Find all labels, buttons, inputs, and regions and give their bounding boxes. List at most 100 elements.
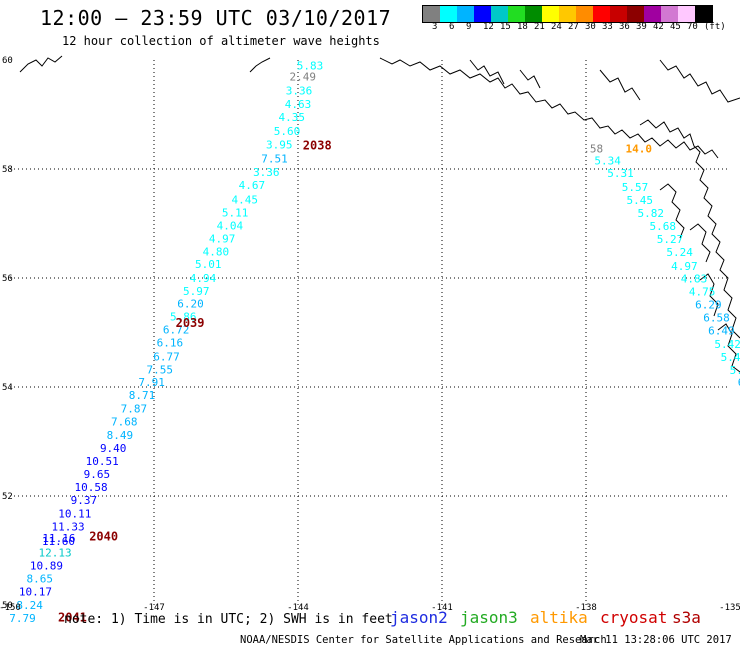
legend-swatch (457, 6, 474, 22)
wave-height-value: 7.91 (138, 376, 165, 389)
legend-label: 45 (670, 22, 681, 32)
page-subtitle: 12 hour collection of altimeter wave hei… (62, 34, 380, 48)
wave-height-value: 5.68 (650, 220, 677, 233)
wave-height-value: 3.95 (266, 138, 293, 151)
legend-swatch (644, 6, 661, 22)
legend-swatch (610, 6, 627, 22)
wave-height-value: 4.35 (279, 111, 306, 124)
footer-note: note: 1) Time is in UTC; 2) SWH is in fe… (64, 612, 393, 627)
pass-number-label: 2038 (303, 138, 332, 152)
wave-height-value: 5.27 (657, 233, 684, 246)
wave-height-value: 4.75 (689, 285, 716, 298)
legend-swatch (661, 6, 678, 22)
wave-height-value: 9.40 (100, 442, 127, 455)
legend-swatch (491, 6, 508, 22)
wave-height-value: 12.13 (39, 546, 72, 559)
wave-height-value: 6.77 (153, 350, 180, 363)
wave-height-value: 8.49 (107, 429, 134, 442)
legend-label: 3 (432, 22, 438, 32)
lat-tick-label: 56 (2, 274, 13, 284)
wave-height-value: 5.83 (297, 59, 324, 72)
legend-label: 24 (551, 22, 562, 32)
lat-tick-label: 52 (2, 492, 13, 502)
wave-height-value: 4.45 (231, 193, 258, 206)
wave-height-value: 2.49 (290, 71, 317, 84)
wave-height-value: 5.42 (714, 338, 740, 351)
wave-height-value: 10.58 (75, 481, 108, 494)
wave-height-value: 5.31 (607, 167, 634, 180)
wave-height-value: 7.68 (111, 416, 138, 429)
coastline-north-2 (469, 59, 740, 103)
lat-tick-label: 50 (2, 601, 13, 611)
lon-tick-label: -147 (143, 603, 165, 613)
alaska-coastline (19, 55, 740, 373)
wave-height-value: 11.33 (52, 520, 85, 533)
legend-swatch (593, 6, 610, 22)
legend-swatch (525, 6, 542, 22)
wave-height-value: 9.65 (84, 468, 111, 481)
wave-height-value: 5.01 (195, 258, 222, 271)
wave-height-value: 3.36 (253, 166, 280, 179)
wave-height-readings: 5.832.493.364.634.355.603.957.513.364.67… (9, 59, 740, 625)
sat-label-altika: altika (530, 608, 588, 627)
lon-tick-label: -138 (575, 603, 597, 613)
legend-label: 18 (517, 22, 528, 32)
legend-swatch (627, 6, 644, 22)
lon-tick-label: -150 (0, 603, 21, 613)
wave-height-value: 8.71 (129, 389, 156, 402)
legend-label: 12 (483, 22, 494, 32)
page-title: 12:00 – 23:59 UTC 03/10/2017 (40, 6, 392, 30)
wave-height-value: 10.51 (86, 455, 119, 468)
legend-swatch (474, 6, 491, 22)
wave-height-value: 5.24 (666, 246, 693, 259)
wave-height-value: 4.80 (203, 246, 230, 259)
wave-height-value: 5.45 (627, 194, 654, 207)
wave-height-value: 4.97 (209, 233, 236, 246)
footer-timestamp: Mar 11 13:28:06 UTC 2017 (580, 634, 732, 646)
lon-tick-label: -144 (287, 603, 309, 613)
lat-tick-label: 60 (2, 56, 13, 66)
legend-swatch (440, 6, 457, 22)
wave-height-value: 4.04 (217, 219, 244, 232)
wave-height-value: 5.4 (730, 364, 740, 377)
graticule (10, 60, 730, 605)
wave-height-value: 10.11 (58, 507, 91, 520)
wave-height-value: 8.24 (16, 599, 43, 612)
pass-number-label: 2039 (176, 316, 205, 330)
pass-labels: 2038 2039 2040 2041 (58, 138, 332, 624)
legend-swatch (423, 6, 440, 22)
wave-height-value: 9.37 (71, 494, 98, 507)
pass-number-label: 2041 (58, 610, 87, 624)
lon-tick-label: -141 (431, 603, 453, 613)
wave-height-value: 4.63 (285, 98, 312, 111)
legend-swatch (678, 6, 695, 22)
legend-swatch (508, 6, 525, 22)
wave-height-value: 11.60 (42, 535, 75, 548)
legend-label: 42 (653, 22, 664, 32)
wave-height-value: 3.36 (286, 84, 313, 97)
wave-height-value: 5.60 (274, 125, 301, 138)
wave-height-value: 5.86 (170, 311, 197, 324)
wave-height-value: 14.0 (626, 143, 653, 156)
wave-height-value: 6.49 (708, 325, 735, 338)
wave-height-value: 4.83 (681, 272, 708, 285)
legend-label: (ft) (704, 22, 726, 32)
wave-height-value: 10.89 (30, 560, 63, 573)
wave-height-value: 5.34 (594, 155, 621, 168)
wave-height-value: 6.16 (157, 337, 184, 350)
coastline-panhandle (639, 119, 740, 339)
legend-label: 70 (687, 22, 698, 32)
legend-label: 15 (500, 22, 511, 32)
wave-height-value: 4.67 (239, 179, 266, 192)
sat-label-s3a: s3a (672, 608, 701, 627)
wave-height-value: 5.45 (721, 351, 740, 364)
coastline-islands (659, 183, 740, 373)
wave-height-value: 10.17 (19, 586, 52, 599)
wave-height-value: 11.16 (42, 532, 75, 545)
legend-swatch (695, 6, 712, 22)
legend-label: 36 (619, 22, 630, 32)
legend-label: 33 (602, 22, 613, 32)
legend-swatch (576, 6, 593, 22)
wave-height-value: 7.51 (261, 152, 288, 165)
sat-label-jason2: jason2 (390, 608, 448, 627)
